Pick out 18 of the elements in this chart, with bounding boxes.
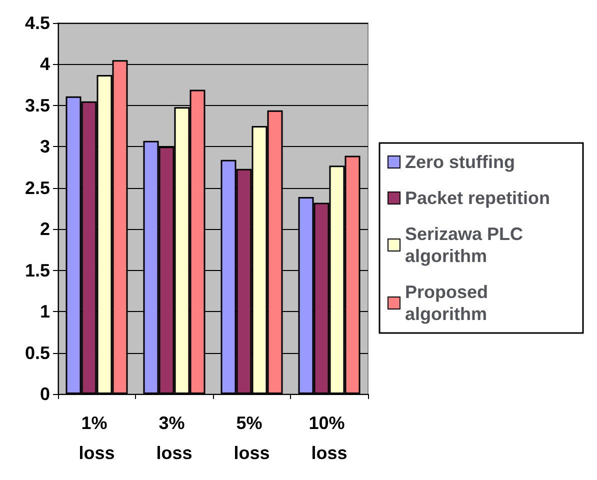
legend-label: Zero stuffing (405, 152, 515, 172)
y-tick-label: 2 (40, 219, 50, 240)
legend-label: Serizawa PLC algorithm (405, 224, 528, 266)
x-tick-label: 10% loss (308, 413, 350, 463)
y-tick-label: 2.5 (24, 178, 50, 198)
legend-label: Packet repetition (405, 188, 550, 208)
y-tick-label: 1.5 (24, 260, 50, 280)
legend-label: Proposed algorithm (405, 282, 494, 324)
y-tick-label: 3.5 (24, 95, 50, 116)
y-tick-label: 4.5 (24, 13, 50, 33)
x-tick-label: 3% loss (156, 413, 192, 463)
y-tick-label: 4 (40, 54, 50, 74)
y-tick-label: 3 (40, 136, 50, 157)
y-tick-label: 1 (40, 302, 50, 322)
y-tick-label: 0 (40, 384, 50, 404)
x-tick-label: 1% loss (78, 413, 115, 463)
y-tick-label: 0.5 (24, 342, 50, 363)
x-tick-label: 5% loss (234, 413, 270, 463)
